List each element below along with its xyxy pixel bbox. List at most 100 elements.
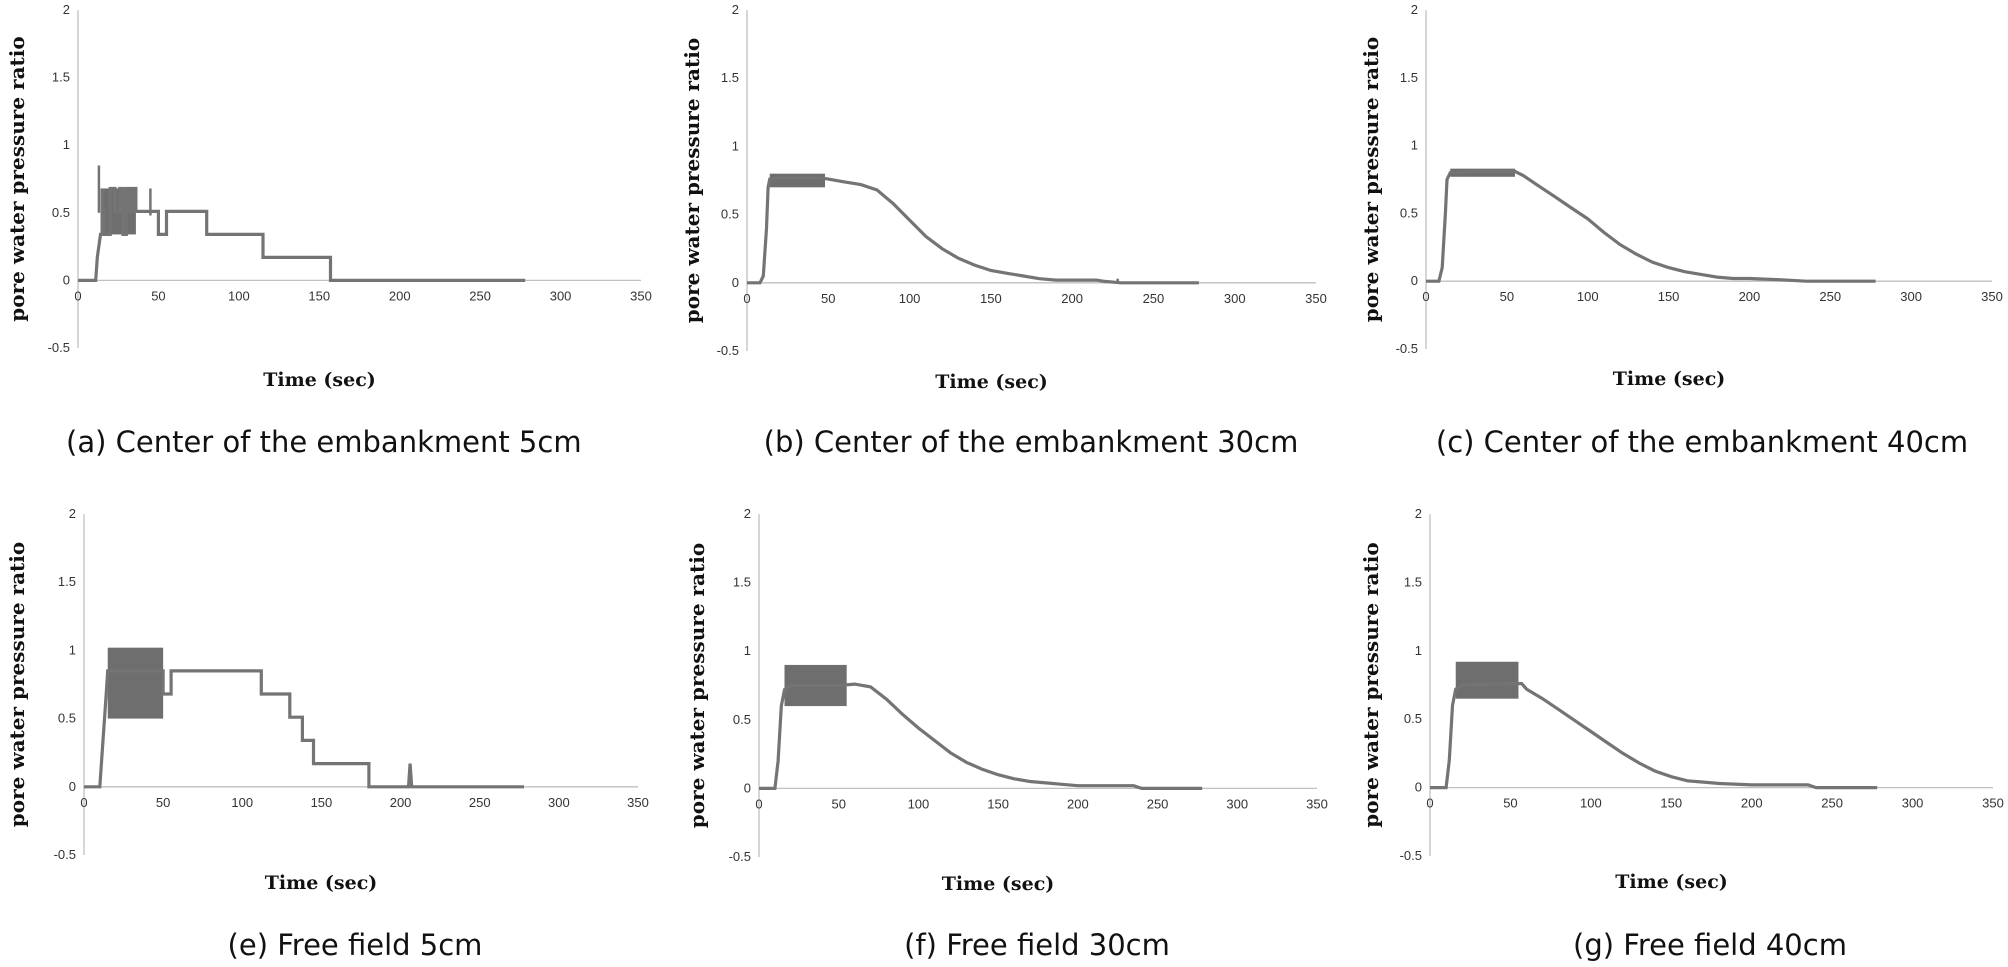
x-tick-label: 250 [469,288,491,303]
chart-panel-1: -0.5 0 0.5 1 1.5 2 0 50 100 150 200 250 300 350 pore w… [680,2,1327,459]
y-tick-label: 0.5 [733,712,751,727]
x-tick-label: 100 [899,291,921,306]
y-tick-label: 0.5 [721,207,739,222]
series-line-0 [759,682,1203,791]
y-tick-label: -0.5 [54,847,76,862]
x-tick-label: 50 [151,288,165,303]
y-axis-label: pore water pressure ratio [1359,37,1383,322]
y-tick-label: 2 [69,506,76,521]
x-tick-label: 150 [311,795,333,810]
panel-caption: (e) Free field 5cm [228,928,483,962]
x-tick-label: 200 [389,288,411,303]
y-tick-label: 2 [732,2,739,17]
y-tick-label: -0.5 [1400,848,1422,863]
y-tick-label: 0 [69,779,76,794]
x-tick-label: 350 [630,288,652,303]
y-tick-label: 1.5 [733,575,751,590]
y-tick-label: 0.5 [52,205,70,220]
series-line-0 [1430,681,1878,790]
x-tick-label: 250 [1143,291,1165,306]
y-tick-label: 2 [744,506,751,521]
y-tick-label: -0.5 [48,340,70,355]
x-tick-label: 300 [550,288,572,303]
x-tick-label: 50 [1503,796,1517,811]
x-tick-label: 300 [1902,796,1924,811]
x-tick-label: 200 [1061,291,1083,306]
oscillation-band [107,647,164,719]
chart-panel-4: -0.5 0 0.5 1 1.5 2 0 50 100 150 200 250 300 350 pore w… [685,506,1328,962]
x-tick-label: 250 [1819,289,1841,304]
panel-caption: (b) Center of the embankment 30cm [764,425,1299,459]
y-tick-label: 0.5 [1404,711,1422,726]
x-tick-label: 300 [548,795,570,810]
x-tick-label: 350 [1305,291,1327,306]
x-axis-label: Time (sec) [263,369,376,391]
y-tick-label: 0.5 [58,711,76,726]
x-tick-label: 200 [390,795,412,810]
x-tick-label: 100 [231,795,253,810]
y-tick-label: 1 [69,642,76,657]
oscillation-band [769,173,826,188]
x-tick-label: 0 [743,291,750,306]
y-axis-label: pore water pressure ratio [1359,542,1383,827]
x-tick-label: 100 [228,288,250,303]
y-tick-label: 2 [1415,506,1422,521]
y-tick-label: 1 [1411,138,1418,153]
y-tick-label: 0 [63,272,70,287]
y-tick-label: -0.5 [717,343,739,358]
x-tick-label: 150 [308,288,330,303]
series-line-0 [78,186,526,282]
x-tick-label: 150 [1660,796,1682,811]
x-tick-label: 350 [1982,796,2004,811]
panel-caption: (f) Free field 30cm [904,928,1170,962]
panel-caption: (c) Center of the embankment 40cm [1436,425,1968,459]
x-tick-label: 150 [1658,289,1680,304]
y-tick-label: 1 [1415,643,1422,658]
x-axis-label: Time (sec) [942,873,1055,895]
y-axis-label: pore water pressure ratio [5,36,29,321]
y-tick-label: 0 [732,275,739,290]
y-tick-label: 1 [744,643,751,658]
x-tick-label: 350 [1306,796,1328,811]
x-axis-label: Time (sec) [1613,368,1726,390]
y-tick-label: 0 [744,780,751,795]
y-tick-label: 1.5 [1400,70,1418,85]
chart-panel-2: -0.5 0 0.5 1 1.5 2 0 50 100 150 200 250 300 350 pore w… [1359,2,2003,459]
series-line-0 [84,669,524,789]
y-tick-label: 2 [1411,2,1418,17]
x-tick-label: 50 [821,291,835,306]
x-tick-label: 250 [1147,796,1169,811]
x-axis-label: Time (sec) [265,872,378,894]
series-line-0 [747,176,1199,285]
y-tick-label: 1.5 [1404,574,1422,589]
x-tick-label: 0 [1426,796,1433,811]
x-tick-label: 250 [1821,796,1843,811]
x-tick-label: 50 [831,796,845,811]
y-tick-label: 1 [63,137,70,152]
y-tick-label: 1 [732,138,739,153]
x-axis-label: Time (sec) [935,371,1048,393]
x-tick-label: 350 [627,795,649,810]
x-tick-label: 0 [74,288,81,303]
x-tick-label: 50 [1500,289,1514,304]
x-tick-label: 0 [1422,289,1429,304]
y-tick-label: 1.5 [52,70,70,85]
x-tick-label: 300 [1224,291,1246,306]
chart-panel-5: -0.5 0 0.5 1 1.5 2 0 50 100 150 200 250 300 350 pore w… [1359,506,2004,962]
x-tick-label: 150 [987,796,1009,811]
x-tick-label: 100 [1580,796,1602,811]
x-tick-label: 50 [156,795,170,810]
x-tick-label: 300 [1226,796,1248,811]
y-tick-label: 0 [1411,273,1418,288]
panel-caption: (g) Free field 40cm [1573,928,1847,962]
x-tick-label: 0 [755,796,762,811]
y-tick-label: -0.5 [1396,341,1418,356]
x-tick-label: 300 [1900,289,1922,304]
x-tick-label: 150 [980,291,1002,306]
y-tick-label: 1.5 [721,70,739,85]
x-tick-label: 350 [1981,289,2003,304]
series-line-0 [1426,169,1876,283]
y-axis-label: pore water pressure ratio [685,543,709,828]
x-tick-label: 0 [80,795,87,810]
